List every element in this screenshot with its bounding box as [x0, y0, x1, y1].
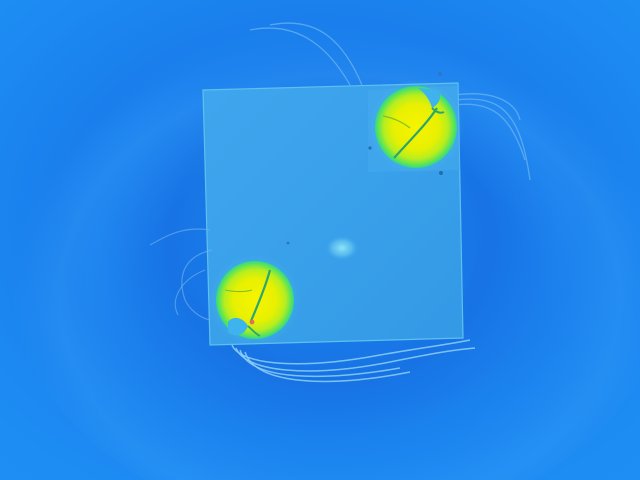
hotspot-bottom-left-notch [228, 317, 248, 336]
center-warm-spot [326, 236, 358, 260]
plate-mark [286, 241, 290, 245]
hotspot-bottom-left-crack [249, 269, 272, 322]
wires-top [249, 22, 531, 181]
hotspot-top-right-notch [418, 88, 440, 108]
plate-screw-mark [368, 146, 372, 150]
hotspot-bottom-left [216, 261, 294, 339]
hotspot-bottom-left-notch-edge [247, 325, 261, 337]
hotspot-top-right-notch-edge [431, 107, 445, 114]
hotspot-bottom-left-crack [224, 289, 253, 293]
plate-screw-mark [439, 171, 443, 175]
plate-mark [438, 72, 442, 76]
wires-bottom [231, 339, 476, 383]
hotspot-top-right [375, 86, 457, 168]
hotspot-red-dot [249, 319, 255, 325]
hotspot-top-right-crack [382, 115, 411, 129]
wires-left [149, 228, 213, 321]
hotspot-top-right-crack [393, 107, 438, 159]
